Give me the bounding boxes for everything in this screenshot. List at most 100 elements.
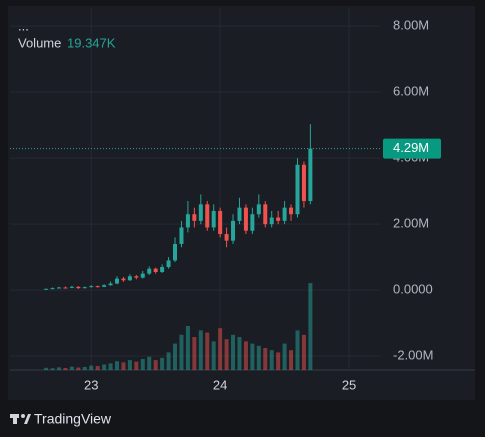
candle-body [173, 243, 178, 261]
volume-bar [256, 345, 261, 370]
volume-bar [211, 341, 216, 370]
volume-bar [289, 350, 294, 370]
candle-body [237, 207, 242, 221]
candle-body [44, 288, 49, 290]
candle-body [218, 210, 223, 235]
volume-bar [282, 343, 287, 370]
candle-body [179, 227, 184, 244]
candle-body [115, 278, 120, 284]
volume-bar [250, 343, 255, 370]
candle-body [166, 260, 171, 268]
volume-bar [50, 368, 55, 370]
candle-body [140, 273, 145, 278]
volume-bar [115, 361, 120, 370]
volume-bar [198, 330, 203, 370]
volume-bar [295, 330, 300, 370]
volume-bar [56, 367, 61, 370]
volume-bar [179, 334, 184, 370]
volume-bar [102, 364, 107, 370]
candle-body [160, 267, 165, 272]
volume-bar [231, 334, 236, 370]
volume-bar [95, 366, 100, 370]
volume-bar [173, 343, 178, 370]
volume-bar [269, 350, 274, 370]
candle-body [276, 217, 281, 221]
candle-body [102, 285, 107, 287]
candle-body [82, 287, 87, 289]
candle-body [211, 210, 216, 228]
volume-bar [121, 362, 126, 370]
candle-body [308, 148, 313, 202]
volume-bar [76, 367, 81, 370]
volume-bar [108, 363, 113, 370]
volume-bar [89, 365, 94, 370]
candle-body [147, 268, 152, 274]
x-tick-label: 23 [84, 377, 98, 392]
candle-body [224, 234, 229, 241]
candle-body [95, 286, 100, 288]
candle-body [289, 207, 294, 215]
y-tick-label: 2.00M [393, 216, 429, 231]
volume-bar [185, 326, 190, 370]
symbol: ... [18, 18, 29, 33]
candle-body [256, 204, 261, 215]
y-tick-label: 0.0000 [393, 282, 433, 297]
volume-bar [237, 337, 242, 370]
volume-bar [160, 357, 165, 370]
volume-bar [192, 337, 197, 370]
candle-body [121, 278, 126, 281]
last-price-box [383, 138, 441, 159]
volume-bar [308, 283, 313, 370]
candle-body [56, 287, 61, 289]
candle-body [198, 204, 203, 221]
candle-body [185, 214, 190, 228]
candle-body [243, 207, 248, 231]
volume-legend-name: Volume [18, 35, 61, 50]
x-tick-label: 24 [213, 377, 227, 392]
volume-bar [147, 356, 152, 370]
volume-bar [263, 348, 268, 370]
volume-bar [224, 339, 229, 370]
last-price-label: 4.29M [393, 140, 429, 155]
volume-bar [301, 334, 306, 370]
candle-body [134, 276, 139, 278]
volume-bar [127, 360, 132, 370]
volume-bar [153, 360, 158, 370]
candle-body [153, 268, 158, 272]
candle-body [263, 204, 268, 225]
volume-bar [276, 352, 281, 370]
x-tick-label: 25 [342, 377, 356, 392]
candle-body [295, 164, 300, 215]
candle-body [50, 288, 55, 290]
candle-body [250, 214, 255, 231]
candle-body [282, 207, 287, 221]
volume-bar [243, 341, 248, 370]
candle-body [231, 220, 236, 241]
candle-body [108, 283, 113, 286]
candle-body [205, 204, 210, 228]
volume-bar [205, 332, 210, 370]
y-tick-label: -2.00M [393, 348, 433, 363]
candle-body [269, 217, 274, 225]
brand-logo [10, 414, 31, 424]
candle-body [127, 276, 132, 281]
candle-body [63, 287, 68, 289]
candle-body [76, 286, 81, 289]
y-tick-label: 6.00M [393, 84, 429, 99]
volume-bar [218, 328, 223, 370]
y-tick-label: 8.00M [393, 18, 429, 33]
candle-body [301, 164, 306, 202]
chart-panel [8, 6, 475, 400]
volume-bar [166, 352, 171, 370]
volume-bar [44, 367, 49, 370]
volume-bar [63, 368, 68, 370]
candle-body [69, 286, 74, 288]
volume-legend-value: 19.347K [67, 35, 116, 50]
volume-bar [140, 359, 145, 370]
brand-name: TradingView [34, 411, 112, 427]
candle-body [89, 286, 94, 288]
volume-bar [82, 366, 87, 370]
volume-bar [69, 366, 74, 370]
candle-body [192, 214, 197, 221]
